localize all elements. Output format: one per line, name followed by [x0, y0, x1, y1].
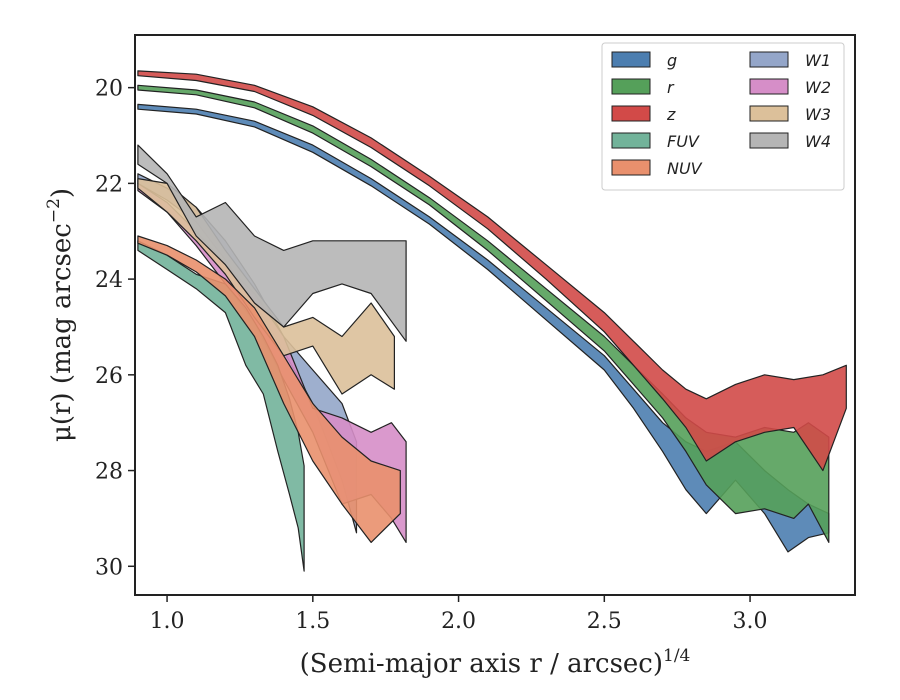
x-tick-label: 2.5	[587, 609, 622, 634]
legend-label-g: g	[667, 51, 677, 70]
x-tick-label: 3.0	[733, 609, 768, 634]
legend-label-nuv: NUV	[667, 159, 703, 178]
profile-bands	[137, 70, 847, 572]
legend-label-w1: W1	[805, 51, 831, 70]
y-tick-label: 26	[95, 364, 123, 389]
x-axis-ticks: 1.0 1.5 2.0 2.5 3.0	[150, 595, 768, 634]
legend-label-r: r	[667, 78, 675, 97]
legend-swatch-w2	[749, 78, 789, 95]
legend-swatch-g	[611, 51, 651, 68]
legend-swatch-w4	[749, 132, 789, 149]
legend-label-w4: W4	[805, 132, 831, 151]
legend-label-w3: W3	[805, 105, 831, 124]
y-tick-label: 30	[95, 555, 123, 580]
legend-swatch-r	[611, 78, 651, 95]
legend: grz FUV NUV W1 W2 W3 W4	[601, 42, 845, 191]
x-tick-label: 1.5	[295, 609, 330, 634]
y-tick-label: 28	[95, 460, 123, 485]
band-nuv	[137, 235, 401, 544]
legend-label-fuv: FUV	[667, 132, 700, 151]
legend-swatch-fuv	[611, 132, 651, 149]
y-tick-label: 22	[95, 172, 123, 197]
x-tick-label: 2.0	[441, 609, 476, 634]
y-axis-ticks: 20 22 24 26 28 30	[95, 77, 135, 580]
y-tick-label: 24	[95, 268, 123, 293]
band-w4	[137, 144, 407, 342]
legend-swatch-z	[611, 105, 651, 122]
x-axis-label: (Semi-major axis r / arcsec)1/4	[300, 646, 691, 679]
plot-frame	[134, 34, 856, 596]
x-tick-label: 1.0	[150, 609, 185, 634]
y-axis-label: μ(r) (mag arcsec−2)	[44, 188, 77, 442]
band-r	[137, 84, 830, 544]
legend-label-w2: W2	[805, 78, 831, 97]
legend-swatch-w1	[749, 51, 789, 68]
legend-swatch-w3	[749, 105, 789, 122]
legend-label-z: z	[666, 105, 676, 124]
band-z	[137, 70, 847, 472]
legend-swatch-nuv	[611, 159, 651, 176]
y-tick-label: 20	[95, 77, 123, 102]
